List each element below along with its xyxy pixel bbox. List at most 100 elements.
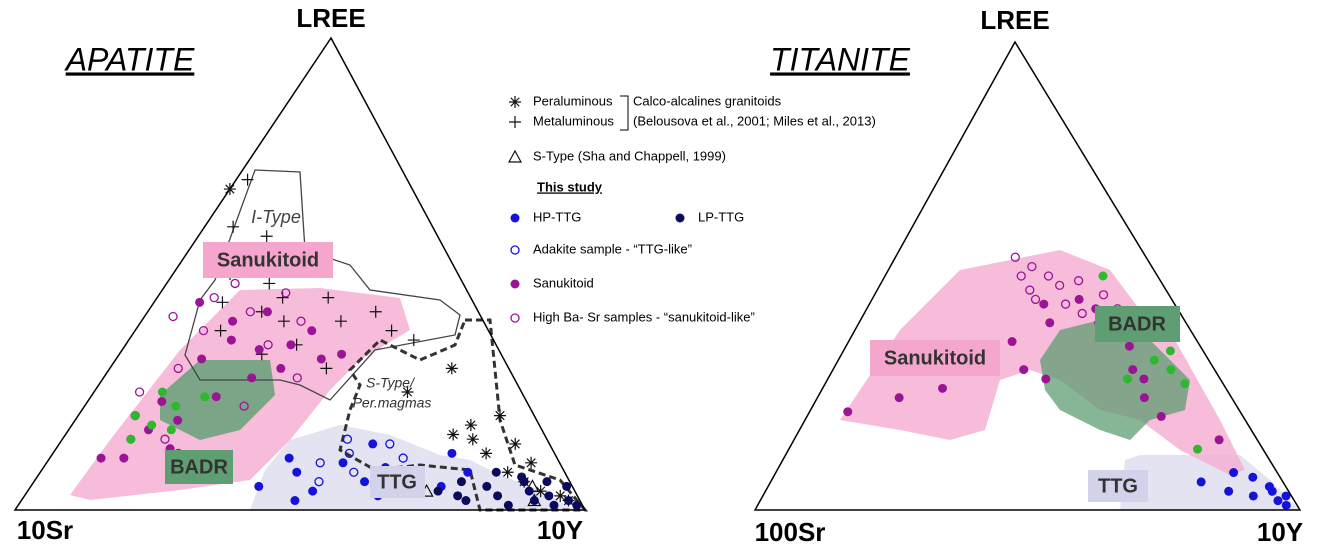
data-point bbox=[1248, 472, 1258, 482]
data-point bbox=[461, 496, 471, 506]
data-point bbox=[1193, 444, 1203, 454]
data-point bbox=[1039, 299, 1049, 309]
data-point bbox=[157, 396, 167, 406]
data-point bbox=[1055, 280, 1065, 291]
data-point bbox=[96, 453, 106, 463]
data-point bbox=[1267, 486, 1277, 496]
data-point bbox=[254, 481, 264, 491]
data-point bbox=[276, 363, 286, 373]
legend-group-label: Calco-alcalines granitoids bbox=[633, 93, 782, 108]
region-label: I-Type bbox=[251, 207, 301, 227]
legend-reference: (Belousova et al., 2001; Miles et al., 2… bbox=[633, 113, 876, 128]
data-point bbox=[227, 220, 240, 233]
data-point bbox=[1123, 374, 1133, 384]
legend-label: Sanukitoid bbox=[533, 275, 594, 290]
region-label: Per.magmas bbox=[353, 395, 432, 411]
data-point bbox=[466, 433, 479, 446]
data-point bbox=[168, 311, 178, 322]
data-point bbox=[216, 296, 229, 309]
data-point bbox=[211, 392, 221, 402]
data-point bbox=[173, 363, 183, 374]
region-label: Sanukitoid bbox=[884, 347, 986, 369]
data-point bbox=[542, 477, 552, 487]
data-point bbox=[320, 362, 333, 375]
data-point bbox=[572, 500, 582, 510]
data-point bbox=[369, 305, 382, 318]
data-point bbox=[1043, 271, 1054, 281]
data-point bbox=[344, 448, 354, 459]
data-point bbox=[1149, 355, 1159, 365]
data-point bbox=[1180, 379, 1190, 389]
region-label: BADR bbox=[1108, 313, 1166, 335]
data-point bbox=[1156, 411, 1166, 421]
data-point bbox=[277, 315, 290, 328]
data-point bbox=[308, 486, 318, 496]
legend-label: High Ba- Sr samples - “sanukitoid-like” bbox=[533, 309, 755, 324]
region-label: S-Type/ bbox=[366, 375, 416, 391]
chart-title: TITANITE bbox=[770, 41, 911, 77]
corner-label: 10Y bbox=[1257, 517, 1303, 546]
data-point bbox=[464, 419, 477, 432]
data-point bbox=[529, 496, 539, 506]
legend-subheading: This study bbox=[537, 179, 603, 194]
data-point bbox=[245, 307, 255, 317]
data-point bbox=[385, 324, 398, 337]
data-point bbox=[337, 349, 347, 359]
data-point bbox=[292, 467, 302, 477]
data-point bbox=[491, 467, 501, 477]
data-point bbox=[134, 387, 145, 397]
data-point bbox=[166, 425, 176, 435]
field-badr bbox=[1040, 320, 1190, 440]
legend-symbol bbox=[510, 245, 520, 255]
data-point bbox=[549, 500, 559, 510]
data-point bbox=[316, 354, 326, 364]
data-point bbox=[260, 230, 273, 243]
legend-label: Adakite sample - “TTG-like” bbox=[533, 241, 692, 256]
data-point bbox=[147, 420, 157, 430]
triangle bbox=[13, 36, 587, 511]
data-point bbox=[173, 415, 183, 425]
data-point bbox=[407, 334, 420, 347]
data-point bbox=[562, 481, 572, 491]
data-point bbox=[480, 447, 493, 460]
data-point bbox=[1007, 337, 1017, 347]
data-point bbox=[501, 466, 514, 479]
region-label: BADR bbox=[170, 456, 228, 478]
legend-symbol bbox=[507, 149, 523, 163]
data-point bbox=[338, 458, 348, 468]
data-point bbox=[1281, 500, 1291, 510]
chart-title: APATITE bbox=[64, 41, 195, 77]
data-point bbox=[1229, 468, 1239, 478]
data-point bbox=[1128, 365, 1138, 375]
data-point bbox=[254, 345, 264, 355]
data-point bbox=[126, 434, 136, 444]
data-point bbox=[544, 491, 554, 501]
data-point bbox=[228, 316, 238, 326]
label-box bbox=[1095, 306, 1180, 342]
data-point bbox=[1281, 491, 1291, 501]
data-point bbox=[263, 277, 276, 290]
data-point bbox=[119, 453, 129, 463]
region-label: Sanukitoid bbox=[217, 249, 319, 271]
marks bbox=[96, 173, 1291, 510]
data-point bbox=[564, 496, 574, 506]
data-point bbox=[1074, 294, 1084, 304]
region-label: TTG bbox=[1098, 475, 1138, 497]
data-point bbox=[197, 354, 207, 364]
label-box bbox=[370, 466, 425, 498]
data-point bbox=[494, 409, 506, 422]
legend-symbol bbox=[510, 313, 520, 323]
legend-symbol bbox=[510, 213, 520, 223]
data-point bbox=[368, 439, 378, 449]
data-point bbox=[1016, 271, 1026, 281]
data-point bbox=[157, 387, 167, 397]
data-point bbox=[519, 477, 529, 487]
data-point bbox=[1060, 299, 1071, 309]
legend-label: HP-TTG bbox=[533, 209, 581, 224]
data-point bbox=[1196, 477, 1206, 487]
legend-symbol bbox=[675, 213, 685, 223]
data-point bbox=[286, 340, 296, 350]
data-point bbox=[1224, 486, 1234, 496]
data-point bbox=[482, 481, 492, 491]
corner-label: 100Sr bbox=[755, 517, 826, 546]
